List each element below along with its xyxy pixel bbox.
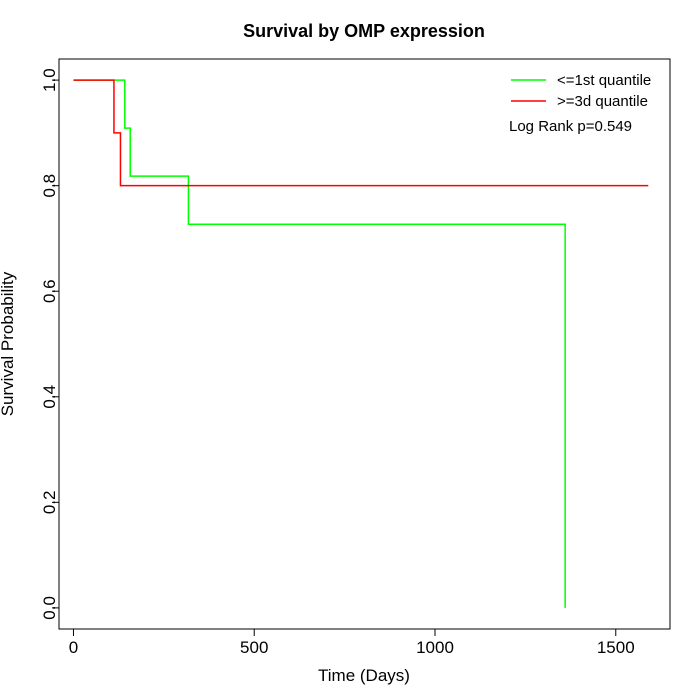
y-tick-label: 0.6 bbox=[40, 279, 59, 303]
legend: <=1st quantile >=3d quantile bbox=[511, 72, 651, 110]
legend-label-1: >=3d quantile bbox=[557, 93, 648, 110]
y-tick-label: 0.0 bbox=[40, 596, 59, 620]
x-axis-label: Time (Days) bbox=[318, 666, 410, 685]
y-tick-label: 0.4 bbox=[40, 385, 59, 409]
x-tick-label: 500 bbox=[240, 638, 268, 657]
y-tick-label: 0.8 bbox=[40, 174, 59, 198]
chart-title: Survival by OMP expression bbox=[243, 21, 485, 41]
series-lines bbox=[73, 79, 649, 608]
y-tick-label: 1.0 bbox=[40, 68, 59, 92]
legend-label-0: <=1st quantile bbox=[557, 72, 651, 89]
series-line-1 bbox=[73, 79, 649, 187]
x-tick-label: 1000 bbox=[416, 638, 454, 657]
y-axis-label: Survival Probability bbox=[0, 271, 17, 416]
log-rank-annotation: Log Rank p=0.549 bbox=[509, 118, 632, 135]
y-tick-label: 0.2 bbox=[40, 491, 59, 515]
plot-frame bbox=[58, 58, 671, 630]
y-axis: 0.0 0.2 0.4 0.6 0.8 1.0 bbox=[40, 68, 60, 620]
series-line-0 bbox=[73, 79, 566, 608]
x-axis: 0 500 1000 1500 bbox=[69, 628, 635, 657]
x-tick-label: 1500 bbox=[597, 638, 635, 657]
x-tick-label: 0 bbox=[69, 638, 78, 657]
